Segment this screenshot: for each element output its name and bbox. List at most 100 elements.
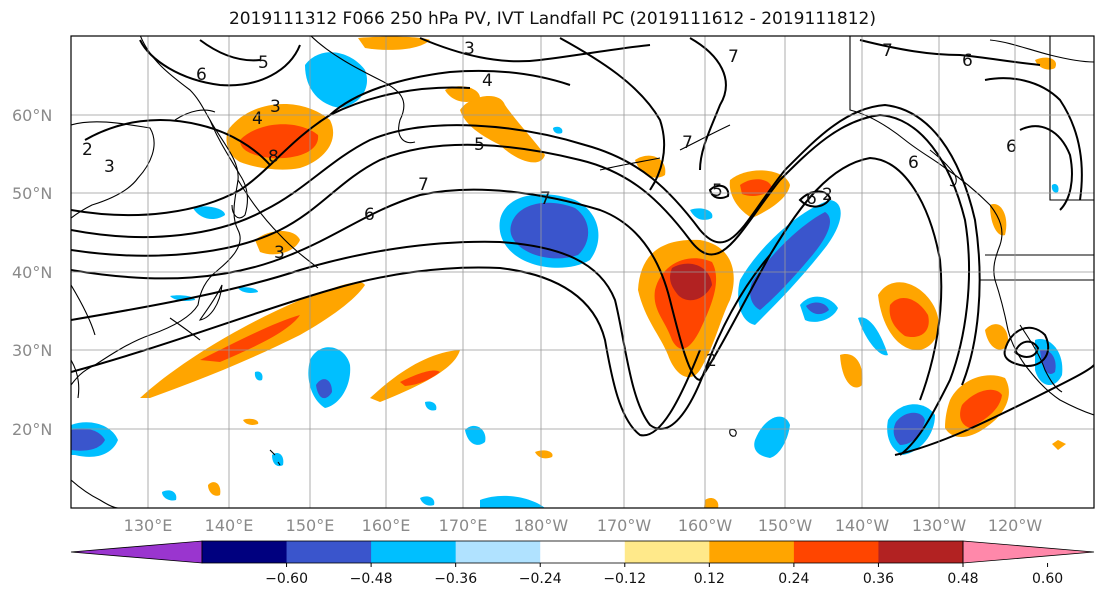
contour-label: 4 [482, 71, 493, 91]
pv-blob [750, 212, 830, 310]
colorbar-swatch [371, 541, 457, 563]
pv-blob [71, 428, 105, 451]
map-title: 2019111312 F066 250 hPa PV, IVT Landfall… [228, 9, 876, 29]
contour-line [71, 266, 701, 437]
contour-line [329, 69, 571, 116]
lon-label: 140°E [205, 516, 254, 535]
pv-blob [740, 179, 772, 196]
contour-line [1013, 340, 1040, 358]
map-frame [70, 35, 1095, 509]
coastline [71, 479, 119, 508]
pv-blob [806, 302, 829, 315]
pv-blob [704, 497, 719, 508]
contour-label: 2 [706, 351, 717, 371]
contour-label: 3 [274, 243, 285, 263]
coastline [944, 167, 1003, 281]
colorbar-tick-label: 0.12 [694, 571, 725, 587]
coastline [269, 449, 281, 466]
contour-label: 6 [908, 153, 919, 173]
lon-label: 150°W [758, 516, 813, 535]
colorbar-tick-label: −0.12 [603, 571, 646, 587]
pv-blob [754, 416, 790, 458]
lat-label: 20°N [12, 420, 52, 439]
contour-label: 7 [418, 175, 429, 195]
coastline [174, 109, 216, 121]
contour-line [71, 113, 970, 456]
contour-line [419, 37, 651, 63]
contour-line [71, 156, 943, 401]
coastline [209, 119, 248, 219]
contour-label: 8 [268, 147, 279, 167]
pv-blob [193, 206, 225, 220]
contour-label: 7 [540, 189, 551, 209]
colorbar-extend-low [70, 540, 203, 564]
contour-label: 6 [364, 205, 375, 225]
pv-filled-contours [71, 36, 1066, 508]
pv-contour-lines [71, 37, 1094, 456]
coastline [71, 121, 155, 219]
contour-label: 3 [464, 39, 475, 59]
lon-label: 150°E [286, 516, 335, 535]
pv-blob [170, 295, 195, 301]
pv-blob [465, 425, 486, 445]
contour-label: 7 [882, 41, 893, 61]
pv-blob [305, 52, 368, 108]
pv-blob [400, 370, 440, 386]
pv-blob [985, 324, 1009, 350]
contour-label: 6 [962, 51, 973, 71]
contour-line [1019, 125, 1073, 211]
pv-blob [553, 126, 563, 134]
colorbar-tick-label: 0.48 [947, 571, 978, 587]
colorbar-swatch [540, 541, 626, 563]
contour-line [859, 39, 1041, 66]
colorbar-swatch [624, 541, 710, 563]
contour-label: 6 [1006, 137, 1017, 157]
coastline [980, 254, 1094, 281]
lon-label: 180°W [514, 516, 569, 535]
lat-label: 30°N [12, 341, 52, 360]
pv-blob [858, 317, 888, 356]
lon-label: 120°W [988, 516, 1043, 535]
contour-line [1003, 326, 1050, 367]
pv-blob [480, 495, 545, 508]
contour-line [708, 184, 730, 199]
contour-label: 3 [104, 157, 115, 177]
contour-label: 6 [806, 189, 817, 209]
colorbar-swatch [878, 541, 964, 563]
contour-label: 6 [196, 65, 207, 85]
pv-blob [960, 389, 1002, 428]
contour-label: 5 [712, 181, 723, 201]
colorbar-tick-label: −0.60 [265, 571, 308, 587]
lat-label: 60°N [12, 106, 52, 125]
pv-blob [1040, 349, 1056, 374]
coastline [169, 317, 201, 341]
coastline [729, 428, 737, 437]
pv-blob [990, 204, 1007, 236]
contour-line [199, 39, 261, 62]
contour-line [71, 103, 981, 386]
lat-label: 40°N [12, 263, 52, 282]
colorbar-swatch [202, 541, 288, 563]
pv-blob [208, 482, 221, 496]
pv-blob [840, 354, 863, 388]
contour-label: 7 [728, 47, 739, 67]
colorbar: −0.60 −0.48 −0.36 −0.24 −0.12 0.12 0.24 0.36 0.4… [70, 540, 1095, 587]
pv-blob [690, 208, 713, 220]
lon-label: 130°W [912, 516, 967, 535]
colorbar-extend-high [962, 540, 1095, 564]
contour-line [798, 190, 832, 208]
pv-blob [240, 124, 319, 159]
lon-label: 160°E [362, 516, 411, 535]
contour-line [894, 364, 1094, 456]
coastline [1049, 36, 1094, 201]
contour-line [984, 77, 1083, 201]
lon-label: 170°E [439, 516, 488, 535]
pv-blob [535, 450, 553, 459]
pv-blob [1051, 183, 1059, 193]
contour-line [139, 39, 301, 87]
contour-line [559, 37, 666, 191]
contour-line [689, 37, 727, 171]
pv-blob [889, 297, 929, 338]
contour-line [71, 86, 471, 217]
